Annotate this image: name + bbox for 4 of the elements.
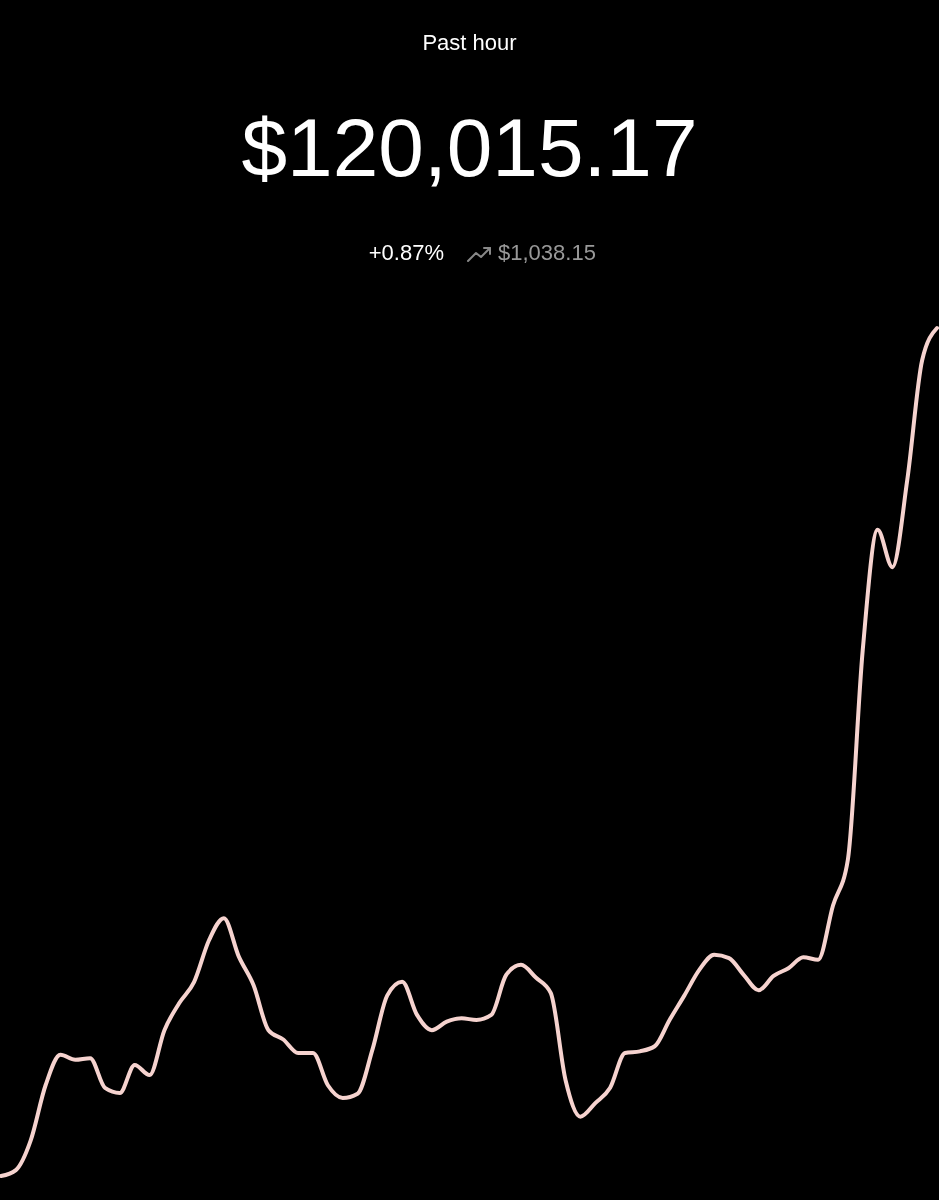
chart-subtitle: Past hour [422, 30, 517, 55]
text: +0.87% [368, 240, 444, 265]
text: $1,038.15 [498, 240, 596, 265]
chart-title: $120,015.17 [241, 102, 698, 193]
